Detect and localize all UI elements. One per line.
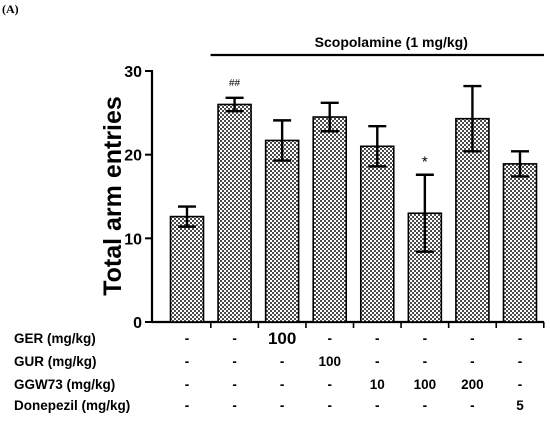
table-cell: -: [375, 398, 380, 413]
table-cell: -: [470, 398, 475, 413]
table-cell: -: [185, 377, 190, 392]
bar: [359, 145, 395, 323]
table-cell: -: [518, 354, 523, 369]
table-cell: 10: [370, 377, 385, 392]
table-cell: -: [232, 331, 237, 346]
table-cell: -: [423, 354, 428, 369]
bar: [502, 163, 538, 323]
table-cell: 100: [414, 377, 437, 392]
table-cell: -: [232, 354, 237, 369]
table-cell: -: [185, 398, 190, 413]
plot-area: 0 10 20 30 ## *: [124, 64, 545, 332]
bar: [264, 139, 300, 323]
table-cell: 200: [461, 377, 484, 392]
table-cell: -: [232, 377, 237, 392]
bracket-label: Scopolamine (1 mg/kg): [315, 34, 468, 50]
table-cell: -: [470, 331, 475, 346]
table-cell: -: [327, 398, 332, 413]
table-cell: 100: [318, 354, 341, 369]
table-cell: -: [423, 331, 428, 346]
table-cell: -: [185, 354, 190, 369]
bar: [312, 116, 348, 323]
y-tick-label: 20: [124, 148, 142, 165]
table-cell: -: [280, 398, 285, 413]
panel-label: (A): [2, 2, 19, 16]
y-axis-title: Total arm entries: [99, 96, 127, 296]
y-tick-label: 10: [124, 231, 142, 248]
table-cell: -: [375, 354, 380, 369]
table-cell: -: [375, 331, 380, 346]
scopolamine-bracket: Scopolamine (1 mg/kg): [210, 34, 544, 57]
table-cell: -: [327, 377, 332, 392]
table-cell: -: [327, 331, 332, 346]
table-cell: 5: [516, 398, 524, 413]
table-cell: -: [518, 377, 523, 392]
significance-marker: *: [422, 154, 428, 171]
table-row-label: GUR (mg/kg): [14, 354, 97, 369]
table-cell: -: [470, 354, 475, 369]
treatment-table: GER (mg/kg) - - 100 - - - - - GUR (mg/kg) - - - 100 - -…: [14, 329, 524, 413]
table-row-label: Donepezil (mg/kg): [14, 398, 130, 413]
bar: [169, 215, 205, 323]
table-cell: 100: [268, 329, 296, 348]
table-cell: -: [280, 354, 285, 369]
table-cell: -: [423, 398, 428, 413]
bar: [217, 103, 252, 323]
table-cell: -: [280, 377, 285, 392]
table-cell: -: [518, 331, 523, 346]
table-cell: -: [232, 398, 237, 413]
y-tick-label: 30: [124, 64, 142, 81]
significance-marker: ##: [229, 78, 241, 89]
y-tick-label: 0: [133, 315, 142, 332]
table-cell: -: [185, 331, 190, 346]
bar: [455, 117, 490, 323]
table-row-label: GER (mg/kg): [14, 331, 96, 346]
table-row-label: GGW73 (mg/kg): [14, 377, 115, 392]
